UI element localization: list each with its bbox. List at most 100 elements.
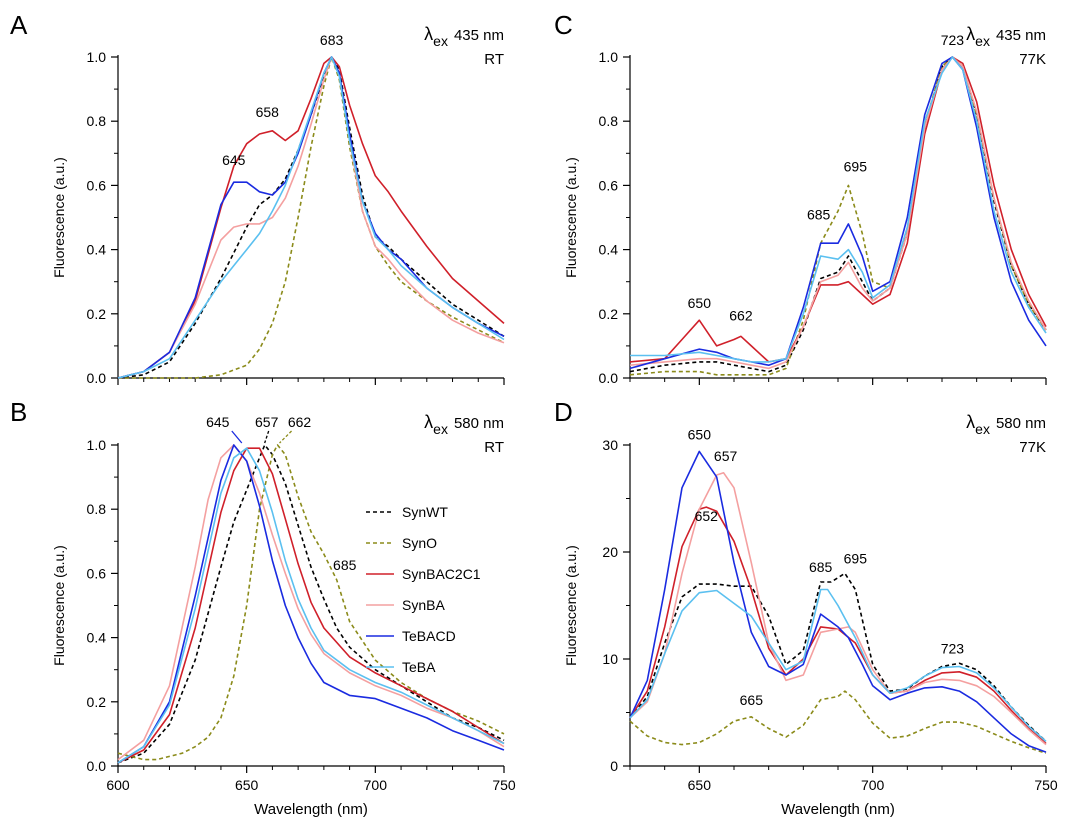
x-axis-label: Wavelength (nm) [781,801,895,818]
peak-annotation: 650 [688,426,712,442]
excitation-label: λex 580 nm [424,412,504,437]
excitation-label: λex 580 nm [966,412,1046,437]
series-line-syno [629,690,1047,754]
y-axis-label: Fluorescence (a.u.) [563,157,579,278]
y-tick-label: 0.0 [87,370,107,386]
y-tick-label: 0.4 [87,630,107,646]
legend-label: TeBACD [402,628,456,644]
ex-subscript: ex [975,421,990,437]
series-line-synbac2c1 [117,56,505,379]
y-tick-label: 0.2 [87,694,107,710]
legend-label: SynWT [402,504,448,520]
ex-wavelength: 580 nm [996,415,1046,432]
series-line-tebacd [629,450,1047,753]
series-line-synwt [629,572,1047,742]
x-tick-label: 700 [861,777,885,793]
series-line-synba [629,56,1047,370]
peak-annotation: 695 [844,550,868,566]
panel-a: A 0.0 0.2 0.4 0.6 0.8 1.0 Fluorescence (a.u.) λe… [10,10,505,386]
series-line-synbac2c1 [117,447,505,764]
peak-annotation: 652 [695,508,719,524]
series-line-synbac2c1 [629,506,1047,745]
series-line-synwt [117,444,505,764]
y-tick-label: 20 [602,544,618,560]
series-line-synba [117,56,505,379]
y-tick-label: 0.4 [87,242,107,258]
x-tick-label: 650 [688,777,712,793]
legend-label: SynBAC2C1 [402,566,481,582]
peak-pointer-line [231,430,243,444]
peak-annotation: 650 [688,295,712,311]
panel-letter: D [554,397,573,427]
y-tick-label: 0.6 [87,565,107,581]
ex-wavelength: 580 nm [454,415,504,432]
x-tick-label: 750 [1034,777,1058,793]
x-tick-label: 750 [492,777,516,793]
temperature-label: RT [484,439,504,456]
peak-pointer-line [264,430,270,444]
y-tick-label: 0.0 [599,370,619,386]
temperature-label: 77K [1019,51,1046,68]
series-line-synbac2c1 [629,56,1047,363]
x-tick-label: 650 [235,777,259,793]
series-line-synba [629,472,1047,746]
series-line-tebacd [117,444,505,764]
peak-annotation: 723 [941,640,965,656]
y-axis-label: Fluorescence (a.u.) [51,157,67,278]
y-tick-label: 0.8 [87,501,107,517]
y-tick-label: 0.8 [87,113,107,129]
y-tick-label: 0.4 [599,242,619,258]
peak-annotation: 685 [807,207,831,223]
peak-annotation: 685 [809,559,833,575]
peak-annotation: 662 [288,414,312,430]
panel-b: B 0.0 0.2 0.4 0.6 0.8 1.0 600 650 700 750 Fluoresce… [10,397,516,818]
legend-label: SynO [402,535,437,551]
peak-annotation: 645 [222,152,246,168]
y-axis-label: Fluorescence (a.u.) [51,545,67,666]
peak-annotation: 723 [941,32,965,48]
y-axis-label: Fluorescence (a.u.) [563,545,579,666]
panel-c: C 0.0 0.2 0.4 0.6 0.8 1.0 Fluorescence (a.u.) λe… [554,10,1047,386]
series-line-synwt [629,56,1047,373]
lambda-symbol: λ [966,24,975,44]
series-line-teba [117,447,505,764]
y-tick-label: 0.6 [599,177,619,193]
peak-pointer-line [279,430,293,444]
panel-letter: A [10,10,28,40]
y-tick-label: 1.0 [599,49,619,65]
peak-annotation: 683 [320,32,344,48]
legend-label: TeBA [402,659,436,675]
temperature-label: RT [484,51,504,68]
series-line-syno [118,56,505,379]
y-tick-label: 30 [602,437,618,453]
peak-annotation: 685 [333,557,357,573]
ex-subscript: ex [975,33,990,49]
ex-subscript: ex [433,421,448,437]
panel-letter: B [10,397,27,427]
ex-wavelength: 435 nm [996,27,1046,44]
temperature-label: 77K [1019,439,1046,456]
lambda-symbol: λ [966,412,975,432]
ex-wavelength: 435 nm [454,27,504,44]
ex-subscript: ex [433,33,448,49]
y-tick-label: 1.0 [87,437,107,453]
y-tick-label: 0.2 [599,306,619,322]
peak-annotation: 657 [714,448,738,464]
lambda-symbol: λ [424,412,433,432]
legend-label: SynBA [402,597,445,613]
series-line-synba [117,444,505,761]
peak-annotation: 658 [256,104,280,120]
peak-annotation: 645 [206,414,230,430]
peak-annotation: 695 [844,158,868,174]
series-line-teba [630,56,1047,363]
y-tick-label: 0.8 [599,113,619,129]
peak-annotation: 662 [729,307,753,323]
series-line-teba [117,56,505,379]
x-axis-label: Wavelength (nm) [254,801,368,818]
excitation-label: λex 435 nm [966,24,1046,49]
panel-letter: C [554,10,573,40]
y-tick-label: 10 [602,651,618,667]
lambda-symbol: λ [424,24,433,44]
